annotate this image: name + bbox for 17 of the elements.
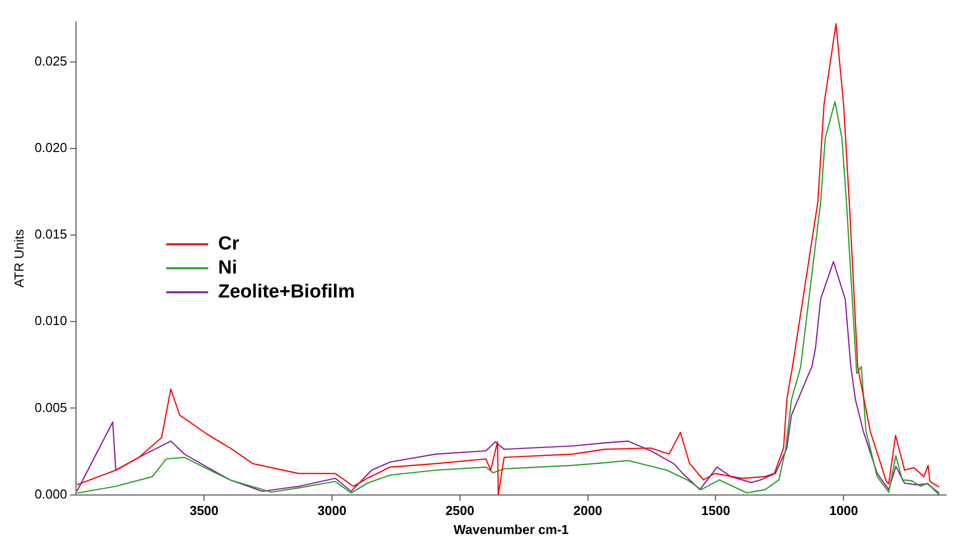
- x-tick-label: 2000: [573, 503, 602, 518]
- x-tick-label: 2500: [445, 503, 474, 518]
- x-tick-label: 1000: [829, 503, 858, 518]
- legend-label: Zeolite+Biofilm: [218, 281, 355, 302]
- y-tick-label: 0.020: [34, 140, 68, 156]
- y-tick-label: 0.000: [34, 486, 68, 502]
- legend-label: Cr: [218, 233, 240, 254]
- y-tick-label: 0.010: [34, 313, 68, 328]
- x-tick-label: 3500: [190, 503, 219, 518]
- x-axis-title: Wavenumber cm-1: [454, 522, 569, 537]
- y-axis-title: ATR Units: [11, 228, 26, 288]
- y-tick-label: 0.015: [34, 226, 68, 242]
- x-tick-label: 3000: [318, 503, 346, 518]
- y-tick-label: 0.025: [34, 53, 68, 68]
- legend-label: Ni: [218, 257, 238, 278]
- y-tick-label: 0.005: [34, 400, 68, 415]
- x-tick-label: 1500: [701, 503, 730, 518]
